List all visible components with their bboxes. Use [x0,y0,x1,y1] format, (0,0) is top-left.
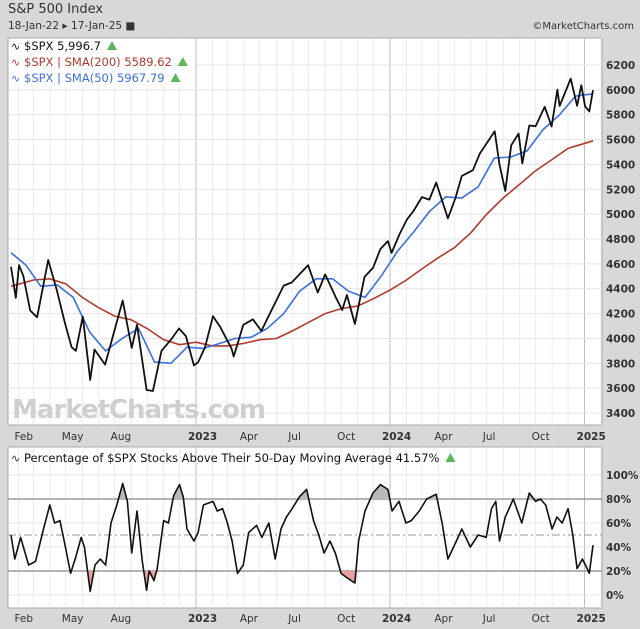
x-tick-label: Apr [434,613,453,625]
y-tick-label: 5400 [606,159,635,171]
x-tick-label: May [62,613,84,625]
y-tick-label: 4800 [606,234,635,246]
sma50-line [10,93,594,365]
x-tick-label: Apr [434,431,453,443]
x-tick-label: Jul [287,431,301,443]
breadth-line [10,482,594,593]
up-arrow-icon [106,41,117,50]
up-arrow-icon [170,73,181,82]
y-tick-label: 5200 [606,184,635,196]
spx-price-line [10,77,594,392]
y-tick-label: 80% [606,494,632,506]
y-tick-label: 5000 [606,209,635,221]
series-line-icon: ∿ [11,72,20,85]
x-tick-label: Aug [111,613,132,625]
x-tick-label: Apr [240,613,259,625]
y-tick-label: 40% [606,542,632,554]
series-line-icon: ∿ [11,56,20,69]
y-tick-label: 5800 [606,110,635,122]
up-arrow-icon [177,57,188,66]
y-tick-label: 3400 [606,408,635,420]
y-tick-label: 100% [606,470,639,482]
y-tick-label: 4000 [606,333,635,345]
overbought-fill [11,483,594,499]
x-tick-label: Jul [482,431,496,443]
legend-box [9,39,195,87]
y-tick-label: 0% [606,590,624,602]
y-tick-label: 60% [606,518,632,530]
chart-title: S&P 500 Index [8,2,104,17]
y-tick-label: 5600 [606,135,635,147]
legend-entry: $SPX 5,996.7 [24,39,101,53]
x-tick-label: Jul [482,613,496,625]
x-tick-label: Aug [111,431,132,443]
series-line-icon: ∿ [11,452,20,465]
x-tick-label: 2023 [188,613,217,625]
x-tick-label: 2024 [382,431,411,443]
x-tick-label: Oct [532,431,550,443]
y-tick-label: 4200 [606,309,635,321]
x-tick-label: Feb [14,613,33,625]
y-tick-label: 3600 [606,383,635,395]
y-tick-label: 3800 [606,358,635,370]
price-panel [7,37,603,426]
x-tick-label: Feb [14,431,33,443]
x-tick-label: 2025 [577,613,606,625]
x-tick-label: Oct [532,613,550,625]
y-tick-label: 20% [606,566,632,578]
x-tick-label: Apr [240,431,259,443]
up-arrow-icon [445,453,456,462]
watermark-logo: MarketCharts.com [12,395,265,425]
breadth-panel [7,446,603,609]
x-tick-label: 2024 [382,613,411,625]
x-tick-label: 2023 [188,431,217,443]
x-tick-label: Oct [337,431,355,443]
y-tick-label: 4600 [606,259,635,271]
copyright: ©MarketCharts.com [532,21,634,32]
breadth-title: Percentage of $SPX Stocks Above Their 50… [24,451,440,465]
y-tick-label: 4400 [606,284,635,296]
y-tick-label: 6200 [606,60,635,72]
x-tick-label: Jul [287,613,301,625]
legend-entry: $SPX | SMA(200) 5589.62 [24,55,172,69]
sma200-line [10,140,594,347]
x-tick-label: 2025 [577,431,606,443]
date-range[interactable]: 18-Jan-22 ▸ 17-Jan-25 ■ [8,20,136,32]
y-tick-label: 6000 [606,85,635,97]
legend-entry: $SPX | SMA(50) 5967.79 [24,71,165,85]
x-tick-label: May [62,431,84,443]
series-line-icon: ∿ [11,40,20,53]
x-tick-label: Oct [337,613,355,625]
